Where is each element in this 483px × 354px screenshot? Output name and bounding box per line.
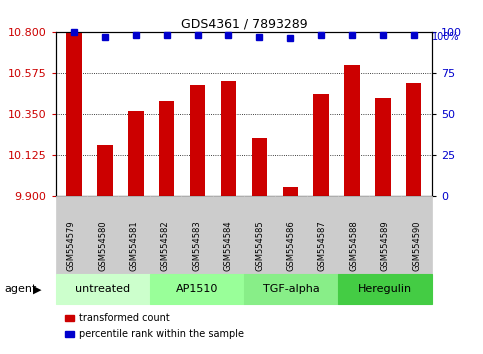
Text: ▶: ▶ bbox=[33, 284, 42, 295]
Text: agent: agent bbox=[5, 284, 37, 295]
Text: GSM554583: GSM554583 bbox=[192, 220, 201, 271]
Bar bbox=[313, 94, 329, 196]
Bar bbox=[159, 101, 174, 196]
Title: GDS4361 / 7893289: GDS4361 / 7893289 bbox=[181, 18, 307, 31]
Text: GSM554588: GSM554588 bbox=[349, 220, 358, 271]
Text: GSM554579: GSM554579 bbox=[67, 220, 76, 271]
Text: TGF-alpha: TGF-alpha bbox=[263, 284, 319, 295]
Bar bbox=[252, 138, 267, 196]
Text: 100%: 100% bbox=[432, 32, 460, 42]
Text: GSM554580: GSM554580 bbox=[98, 220, 107, 271]
Text: GSM554585: GSM554585 bbox=[255, 220, 264, 271]
Text: GSM554581: GSM554581 bbox=[129, 220, 139, 271]
Bar bbox=[344, 65, 360, 196]
Bar bbox=[128, 110, 143, 196]
Text: AP1510: AP1510 bbox=[176, 284, 218, 295]
Bar bbox=[66, 32, 82, 196]
Bar bbox=[97, 145, 113, 196]
Bar bbox=[190, 85, 205, 196]
Text: untreated: untreated bbox=[75, 284, 130, 295]
Bar bbox=[375, 98, 391, 196]
Text: Heregulin: Heregulin bbox=[358, 284, 412, 295]
Text: GSM554584: GSM554584 bbox=[224, 220, 233, 271]
Text: GSM554590: GSM554590 bbox=[412, 220, 421, 271]
Bar bbox=[221, 81, 236, 196]
Text: GSM554586: GSM554586 bbox=[286, 220, 296, 271]
Bar bbox=[283, 187, 298, 196]
Text: GSM554582: GSM554582 bbox=[161, 220, 170, 271]
Text: transformed count: transformed count bbox=[79, 313, 170, 323]
Text: percentile rank within the sample: percentile rank within the sample bbox=[79, 329, 244, 339]
Text: GSM554587: GSM554587 bbox=[318, 220, 327, 271]
Text: GSM554589: GSM554589 bbox=[381, 220, 390, 271]
Bar bbox=[406, 83, 422, 196]
